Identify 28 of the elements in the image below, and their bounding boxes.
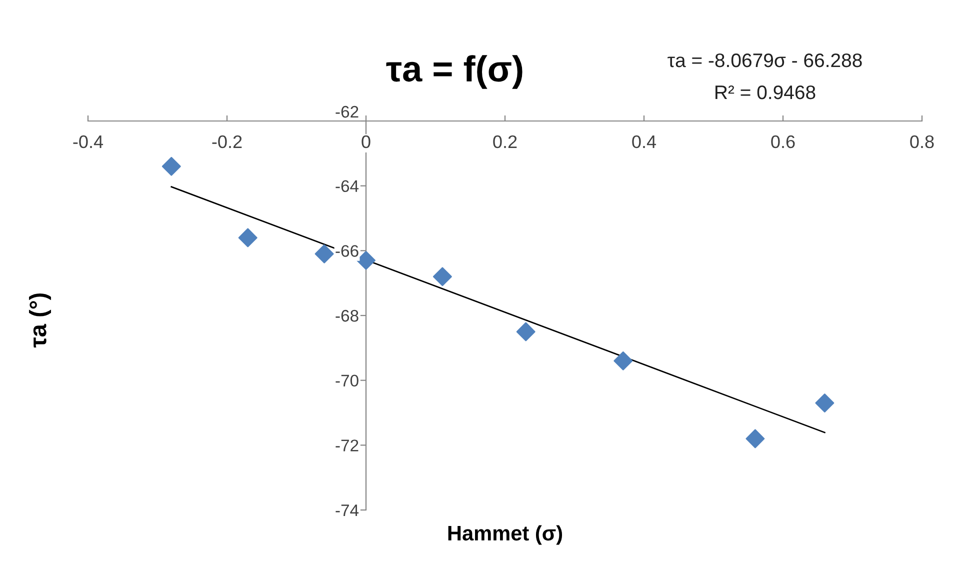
y-tick-label: -72 (336, 440, 358, 452)
x-tick-label: -0.2 (212, 135, 242, 148)
x-tick-label: -0.4 (73, 135, 104, 148)
y-tick-label: -62 (336, 106, 358, 118)
y-tick-label: -66 (336, 245, 358, 257)
y-tick-label: -74 (336, 504, 359, 516)
point (746, 429, 765, 448)
point (238, 228, 258, 248)
chart-title: τa = f(σ) (386, 55, 522, 89)
point (356, 250, 376, 270)
text: R² = 0.9468 (716, 85, 816, 100)
y-tick-label: -70 (336, 374, 358, 387)
text: τa = -8.0679σ - 66.288 (668, 53, 862, 68)
point (314, 244, 334, 264)
y-tick-label: -68 (336, 310, 358, 322)
point (162, 156, 181, 176)
x-axis-title: Hammet (σ) (448, 525, 562, 545)
x-tick-label: 0.8 (910, 135, 934, 148)
point (516, 322, 536, 342)
x-tick-label: 0.2 (493, 135, 517, 148)
point (815, 394, 834, 413)
point (432, 267, 452, 286)
x-tick-label: 0 (362, 135, 370, 148)
point (614, 351, 633, 370)
y-tick-label: -64 (336, 180, 359, 192)
y-axis-title: τa (°) (28, 293, 52, 348)
x-tick-label: 0.6 (771, 135, 795, 148)
x-tick-label: 0.4 (632, 135, 656, 148)
